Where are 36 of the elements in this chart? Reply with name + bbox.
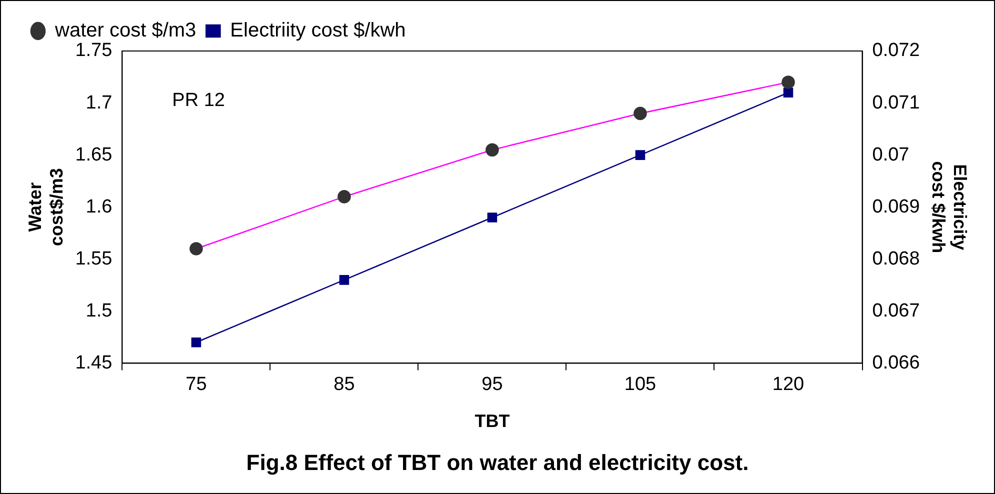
point [486,143,499,157]
text: Fig.8 Effect of TBT on water and electricity cost. [246,450,749,475]
legend-label: Electriity cost $/kwh [230,20,406,42]
y-tick-label: 1.55 [75,248,112,270]
point [635,150,646,160]
x-tick-label: 85 [334,374,355,395]
y-axis-title: Water cost$/m3 [24,168,66,246]
y2-tick-label: 0.069 [872,196,920,218]
x-tick-label: 105 [624,374,656,395]
point [634,106,647,120]
y2-tick-label: 0.067 [872,300,920,322]
point [338,190,351,204]
y2-axis-title: Electricity cost $/kwh [928,161,970,254]
y2-tick-label: 0.072 [872,40,920,62]
x-axis-title: TBT [474,410,510,431]
x-tick-label: 75 [186,374,207,395]
y2-tick-label: 0.071 [872,92,920,114]
point [191,337,202,348]
y2-tick-label: 0.068 [872,248,920,270]
x-tick-label: 120 [772,374,804,395]
legend-label: water cost $/m3 [54,20,196,42]
y-tick-label: 1.45 [75,352,112,374]
y2-tick-label: 0.066 [872,352,920,374]
point [782,76,795,89]
y2-tick-label: 0.07 [872,144,910,166]
y-tick-label: 1.65 [75,144,112,166]
x-tick-label: 95 [482,374,503,395]
point [339,275,350,285]
y-tick-label: 1.75 [75,40,112,62]
point [487,212,498,222]
point [190,242,203,256]
y-tick-label: 1.7 [86,92,112,114]
y-tick-label: 1.5 [86,300,112,322]
point [783,88,794,98]
annotation: PR 12 [172,90,225,112]
y-tick-label: 1.6 [86,196,112,218]
